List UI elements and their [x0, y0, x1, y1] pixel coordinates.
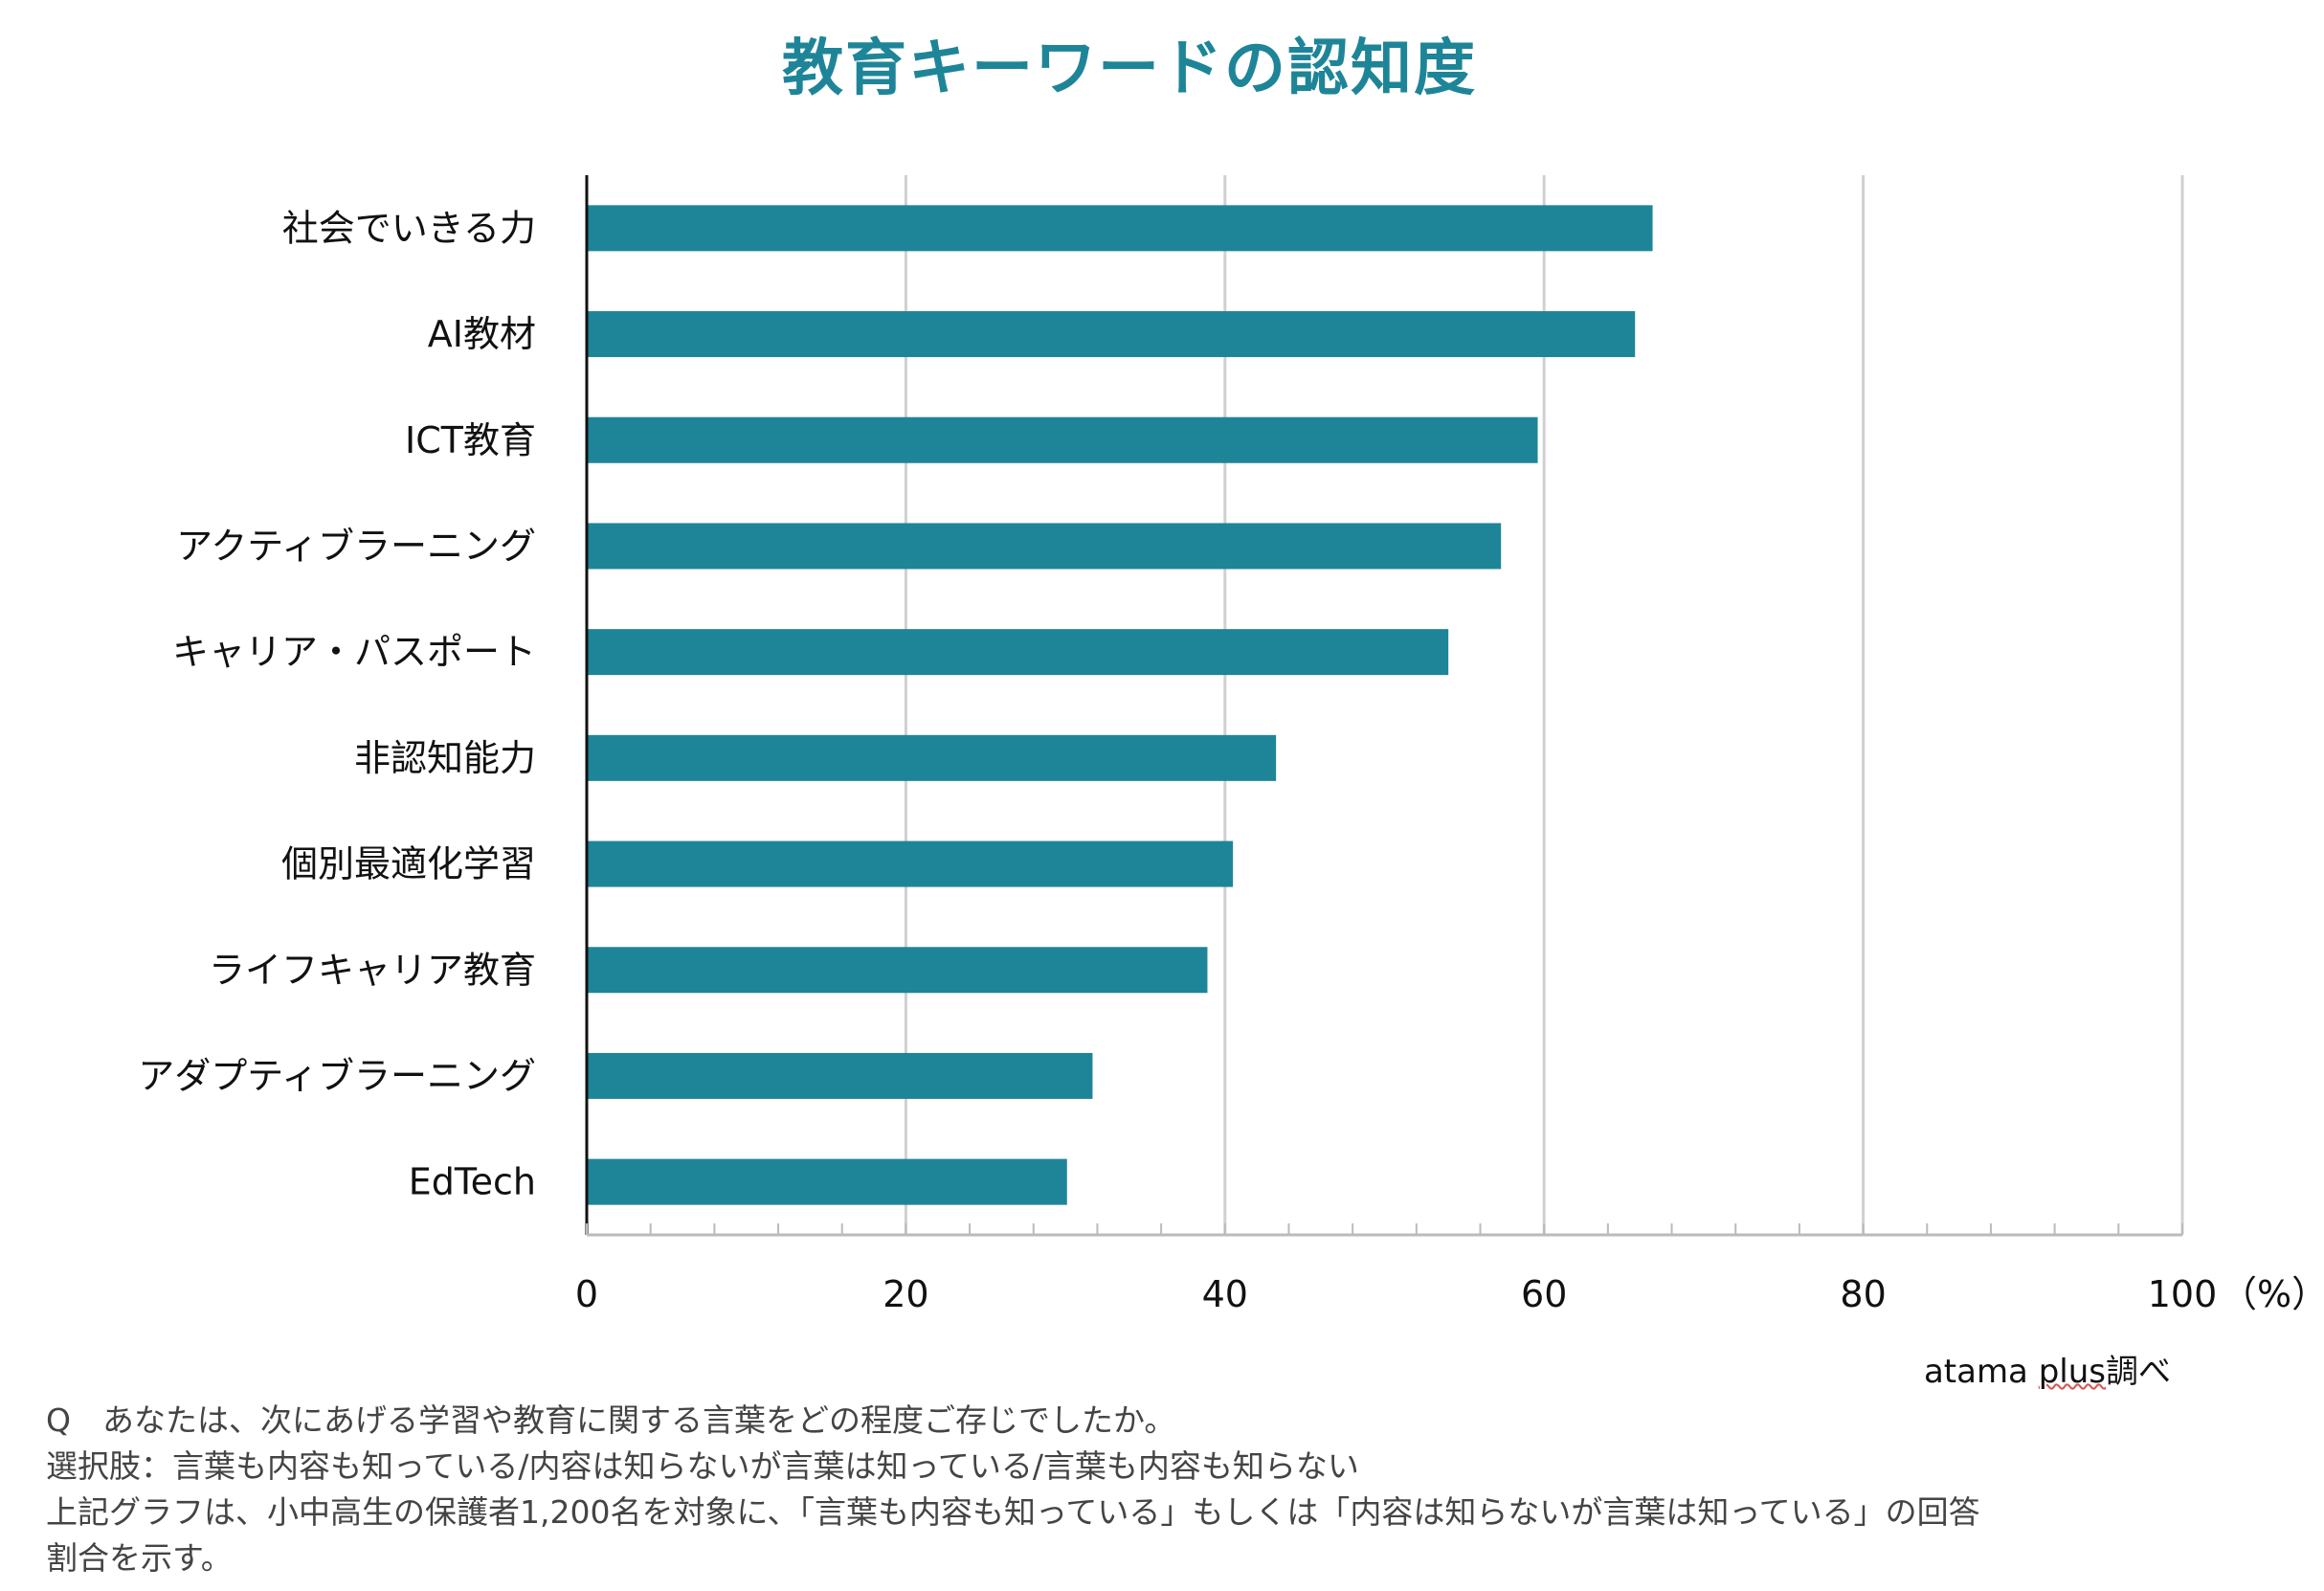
x-tick-label-20: 20: [883, 1273, 928, 1315]
labels: 社会でいきる力 AI教材 ICT教育アクティブラーニングキャリア・パスポート非認知能…: [138, 207, 2324, 1315]
bar-chart: 社会でいきる力 AI教材 ICT教育アクティブラーニングキャリア・パスポート非認知能…: [138, 175, 2324, 1315]
category-label-7: ライフキャリア教育: [209, 949, 536, 991]
bar-6: [587, 840, 1234, 887]
category-label-2: ICT教育: [405, 419, 536, 461]
bar-8: [587, 1052, 1093, 1099]
footnote-description: 上記グラフは、小中高生の保護者1,200名を対象に、「言葉も内容も知っている」も…: [46, 1493, 1980, 1531]
footnotes: Q あなたは、次にあげる学習や教育に関する言葉をどの程度ご存じでしたか。 選択肢…: [46, 1398, 2276, 1581]
bar-2: [587, 416, 1538, 463]
category-label-3: アクティブラーニング: [176, 525, 536, 567]
category-label-6: 個別最適化学習: [281, 843, 536, 885]
bar-1: [587, 311, 1636, 358]
source-text: atama plus調べ: [1923, 1353, 2171, 1391]
axes: [585, 175, 2183, 1237]
category-label-4: キャリア・パスポート: [172, 631, 536, 673]
category-label-0: 社会でいきる力: [282, 207, 536, 249]
bars: [587, 205, 1653, 1205]
category-label-8: アダプティブラーニング: [138, 1055, 536, 1097]
x-tick-label-0: 0: [575, 1273, 598, 1315]
category-label-1: AI教材: [428, 313, 536, 355]
x-tick-label-80: 80: [1840, 1273, 1886, 1315]
x-tick-label-60: 60: [1521, 1273, 1567, 1315]
x-tick-label-40: 40: [1202, 1273, 1248, 1315]
category-label-9: EdTech: [409, 1161, 536, 1203]
bar-7: [587, 947, 1208, 994]
bar-0: [587, 205, 1653, 252]
bar-4: [587, 629, 1449, 676]
footnote-question: Q あなたは、次にあげる学習や教育に関する言葉をどの程度ご存じでしたか。: [46, 1401, 1176, 1439]
bar-5: [587, 734, 1277, 781]
x-axis-unit: （%）: [2221, 1273, 2324, 1315]
bar-3: [587, 523, 1502, 570]
footnote-options: 選択肢：言葉も内容も知っている/内容は知らないが言葉は知っている/言葉も内容も知…: [46, 1447, 1359, 1485]
category-label-5: 非認知能力: [354, 737, 536, 779]
source-credit: atama plus調べ: [1924, 1345, 2171, 1392]
footnote-description-cont: 割合を示す。: [46, 1539, 233, 1577]
bar-9: [587, 1158, 1067, 1205]
chart-title: 教育キーワードの認知度: [782, 34, 1477, 104]
x-tick-label-100: 100: [2148, 1273, 2218, 1315]
